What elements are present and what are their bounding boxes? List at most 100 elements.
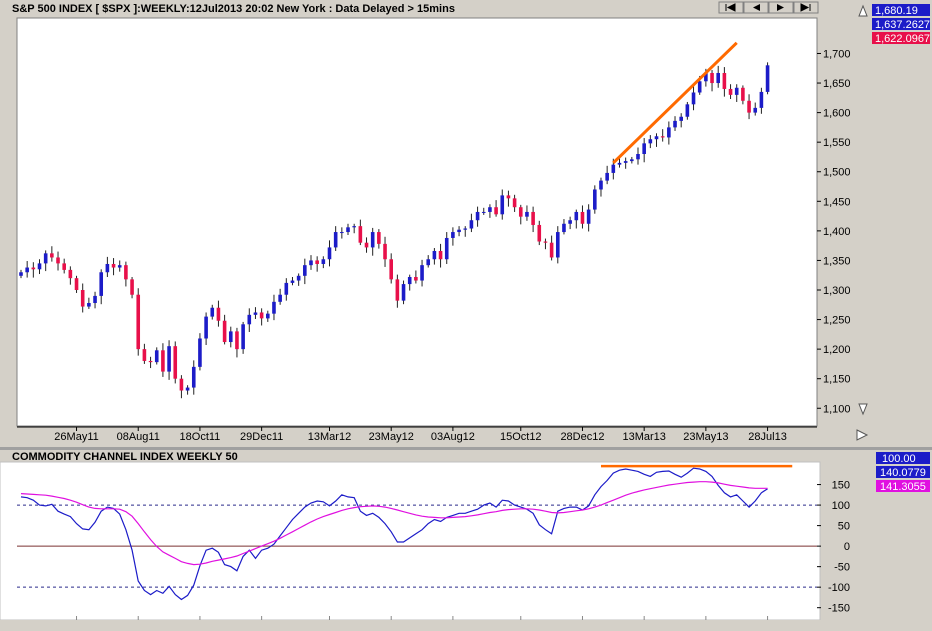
nav-last-button[interactable]	[793, 1, 819, 14]
date-tick-label: 28Jul13	[748, 431, 787, 443]
trendline-layer	[612, 41, 738, 164]
candle	[481, 207, 486, 215]
candle	[247, 308, 252, 332]
candle	[722, 67, 727, 97]
scroll-up-icon[interactable]	[858, 4, 868, 17]
nav-next-button[interactable]	[768, 1, 794, 14]
cci-tick-label: 100	[832, 500, 850, 512]
candle	[340, 227, 344, 239]
date-tick-label: 23May13	[683, 431, 728, 443]
candle	[62, 258, 66, 274]
cci-tick-label: 50	[838, 521, 850, 533]
date-tick-label: 23May12	[369, 431, 414, 443]
date-axis: 26May11 08Aug11 18Oct11 29Dec11 13Mar12 23May…	[17, 426, 817, 443]
candle	[691, 86, 696, 111]
candle	[142, 343, 147, 364]
cci-tick-label: 0	[844, 541, 850, 553]
candle	[469, 213, 474, 233]
cci-lines	[20, 464, 793, 601]
date-tick-label: 08Aug11	[117, 431, 160, 443]
readout-cci-2-text: 140.0779	[880, 467, 926, 479]
cci-series-line	[20, 467, 768, 601]
cci-tick-label: 150	[832, 480, 850, 492]
cci-tick-label: -100	[828, 582, 850, 594]
nav-first-button[interactable]	[718, 1, 744, 14]
candle	[241, 321, 245, 354]
candle	[259, 308, 264, 326]
nav-prev-button[interactable]	[743, 1, 769, 14]
candle	[253, 307, 258, 319]
candle	[568, 216, 572, 230]
candle	[426, 255, 431, 268]
date-tick-label: 13Mar13	[622, 431, 665, 443]
candle	[333, 226, 338, 251]
candle	[272, 294, 276, 321]
candle	[383, 236, 387, 267]
candle	[475, 206, 480, 227]
candle	[204, 312, 208, 345]
readout-price-2	[872, 18, 930, 30]
indicator-plot-area	[0, 461, 821, 621]
readout-price-1-text: 1,680.19	[875, 5, 918, 17]
candle	[549, 235, 554, 261]
candle	[660, 129, 665, 142]
price-tick-label: 1,600	[823, 108, 851, 120]
candle	[741, 85, 745, 105]
candle	[555, 226, 560, 264]
indicator-readouts: 100.00 140.0779 141.3055	[876, 452, 930, 493]
candle	[154, 347, 159, 365]
candle	[191, 360, 196, 395]
price-tick-label: 1,300	[823, 285, 851, 297]
candle	[148, 356, 153, 369]
date-tick-label: 03Aug12	[431, 431, 475, 443]
candle	[235, 327, 239, 358]
candle	[321, 256, 326, 269]
candle	[315, 256, 319, 272]
readout-price-3	[872, 32, 930, 44]
price-tick-label: 1,250	[823, 315, 851, 327]
candle	[68, 266, 73, 285]
readout-cci-2	[876, 466, 930, 478]
price-axis: 1,100 1,150 1,200 1,250 1,300 1,350 1,400 1,450…	[817, 48, 851, 415]
price-trendline	[612, 41, 738, 164]
readout-price-2-text: 1,637.2627	[875, 19, 930, 31]
candle	[167, 340, 171, 380]
candle	[358, 219, 363, 246]
candle	[420, 259, 424, 287]
candle	[179, 375, 184, 399]
candle	[222, 314, 227, 345]
candles	[19, 62, 770, 399]
candle	[56, 251, 60, 271]
candle	[87, 297, 91, 309]
candle	[198, 333, 202, 371]
price-tick-label: 1,100	[823, 403, 851, 415]
scroll-right-icon[interactable]	[856, 429, 869, 441]
panel-separator[interactable]	[0, 447, 932, 450]
candle	[679, 113, 683, 128]
next-icon	[777, 4, 784, 11]
candle	[407, 274, 412, 291]
candle	[494, 200, 498, 217]
candle	[80, 283, 85, 313]
price-tick-label: 1,400	[823, 226, 851, 238]
date-tick-label: 26May11	[54, 431, 98, 443]
cci-axis: 150 100 50 0 -50 -100 -150	[17, 480, 850, 620]
readout-price-1	[872, 4, 930, 16]
candle	[518, 204, 523, 225]
candle	[586, 204, 591, 232]
candle	[161, 343, 165, 377]
scroll-down-icon[interactable]	[858, 403, 868, 416]
candle	[25, 261, 29, 278]
candle	[648, 135, 653, 149]
candle	[401, 280, 406, 305]
candle	[395, 274, 400, 308]
cci-tick-label: -50	[834, 562, 850, 574]
candle	[43, 250, 48, 272]
bottom-scrollbar[interactable]	[0, 620, 932, 631]
candle	[667, 121, 671, 145]
candle	[278, 288, 282, 305]
candle	[451, 227, 455, 246]
candle	[734, 84, 739, 102]
candle	[377, 229, 381, 249]
